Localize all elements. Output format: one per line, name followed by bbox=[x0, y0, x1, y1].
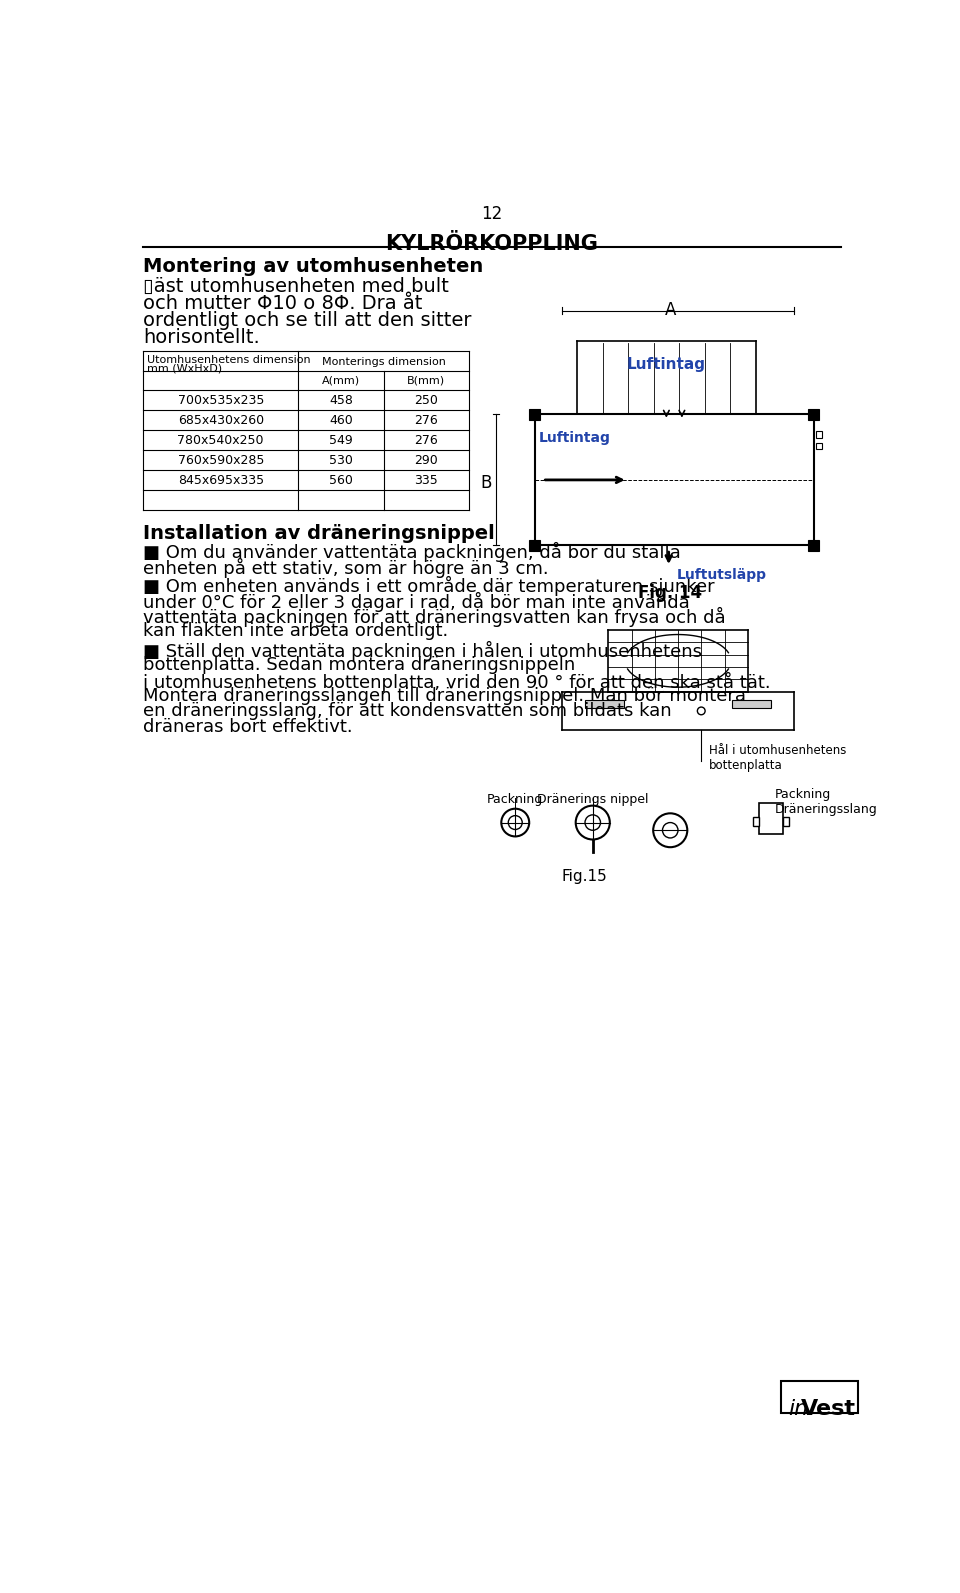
Bar bbox=[816, 443, 822, 449]
Bar bbox=[808, 409, 819, 421]
Text: horisontellt.: horisontellt. bbox=[143, 328, 260, 347]
Text: ■ Om enheten används i ett område där temperaturen sjunker: ■ Om enheten används i ett område där te… bbox=[143, 577, 715, 596]
Text: Dränerings nippel: Dränerings nippel bbox=[537, 793, 649, 806]
Text: Montering av utomhusenheten: Montering av utomhusenheten bbox=[143, 256, 484, 276]
Bar bbox=[732, 701, 771, 707]
Text: 530: 530 bbox=[329, 454, 353, 467]
Bar bbox=[529, 540, 540, 551]
Text: enheten på ett stativ, som är högre än 3 cm.: enheten på ett stativ, som är högre än 3… bbox=[143, 558, 549, 578]
Text: A(mm): A(mm) bbox=[322, 376, 360, 386]
Text: Luftintag: Luftintag bbox=[539, 432, 611, 446]
Text: 458: 458 bbox=[329, 393, 353, 406]
Text: Dräneringsslang: Dräneringsslang bbox=[775, 803, 877, 816]
Text: en dräneringsslang, för att kondensvatten som bildats kan: en dräneringsslang, för att kondensvatte… bbox=[143, 703, 672, 720]
Text: 685x430x260: 685x430x260 bbox=[178, 414, 264, 427]
Text: Installation av dräneringsnippel: Installation av dräneringsnippel bbox=[143, 524, 495, 543]
Text: Packning: Packning bbox=[487, 793, 543, 806]
Text: 780x540x250: 780x540x250 bbox=[178, 433, 264, 446]
Text: 560: 560 bbox=[329, 473, 353, 487]
Text: Packning: Packning bbox=[775, 789, 831, 801]
Text: Hål i utomhusenhetens
bottenplatta: Hål i utomhusenhetens bottenplatta bbox=[709, 744, 847, 773]
Bar bbox=[585, 701, 624, 707]
Text: 276: 276 bbox=[415, 433, 438, 446]
Text: Luftintag: Luftintag bbox=[627, 357, 706, 371]
Text: 290: 290 bbox=[415, 454, 438, 467]
Text: ▯äst utomhusenheten med bult: ▯äst utomhusenheten med bult bbox=[143, 277, 449, 296]
Text: Monterings dimension: Monterings dimension bbox=[322, 357, 445, 366]
Text: Luftutsläpp: Luftutsläpp bbox=[677, 569, 766, 583]
Text: bottenplatta. Sedan montera dräneringsnippeln: bottenplatta. Sedan montera dräneringsni… bbox=[143, 656, 575, 674]
Text: vattentäta packningen för att dräneringsvatten kan frysa och då: vattentäta packningen för att dränerings… bbox=[143, 607, 726, 628]
Text: KYLRÖRKOPPLING: KYLRÖRKOPPLING bbox=[386, 234, 598, 253]
Text: ■ Ställ den vattentäta packningen i hålen i utomhusenhetens: ■ Ställ den vattentäta packningen i håle… bbox=[143, 640, 703, 661]
Bar bbox=[529, 409, 540, 421]
Text: 250: 250 bbox=[414, 393, 438, 406]
Text: mm (WxHxD): mm (WxHxD) bbox=[147, 363, 223, 374]
Text: i utomhusenhetens bottenplatta, vrid den 90 ° för att den ska stå tät.: i utomhusenhetens bottenplatta, vrid den… bbox=[143, 672, 771, 691]
Text: in: in bbox=[788, 1399, 808, 1418]
Text: ■ Om du använder vattentäta packningen, då bör du ställa: ■ Om du använder vattentäta packningen, … bbox=[143, 542, 681, 562]
Text: 549: 549 bbox=[329, 433, 352, 446]
Text: och mutter Φ10 o 8Φ. Dra åt: och mutter Φ10 o 8Φ. Dra åt bbox=[143, 295, 422, 314]
Text: 760x590x285: 760x590x285 bbox=[178, 454, 264, 467]
Bar bbox=[816, 432, 822, 438]
Text: B: B bbox=[481, 473, 492, 492]
Text: Vest: Vest bbox=[801, 1399, 855, 1418]
FancyBboxPatch shape bbox=[781, 1381, 858, 1413]
Text: Fig.15: Fig.15 bbox=[562, 868, 608, 884]
Text: 335: 335 bbox=[415, 473, 438, 487]
Text: dräneras bort effektivt.: dräneras bort effektivt. bbox=[143, 718, 353, 736]
Text: 276: 276 bbox=[415, 414, 438, 427]
Text: 460: 460 bbox=[329, 414, 352, 427]
Bar bbox=[808, 540, 819, 551]
Text: ordentligt och se till att den sitter: ordentligt och se till att den sitter bbox=[143, 311, 471, 330]
Bar bbox=[754, 817, 759, 827]
Bar bbox=[782, 817, 789, 827]
Text: under 0°C för 2 eller 3 dagar i rad, då bör man inte använda: under 0°C för 2 eller 3 dagar i rad, då … bbox=[143, 591, 690, 612]
Bar bbox=[759, 803, 782, 835]
Text: Fig. 14: Fig. 14 bbox=[638, 585, 703, 602]
Text: 700x535x235: 700x535x235 bbox=[178, 393, 264, 406]
Text: 12: 12 bbox=[481, 205, 503, 223]
Text: Utomhusenhetens dimension: Utomhusenhetens dimension bbox=[147, 355, 311, 365]
Text: A: A bbox=[664, 301, 676, 319]
Text: B(mm): B(mm) bbox=[407, 376, 445, 386]
Text: kan fläkten inte arbeta ordentligt.: kan fläkten inte arbeta ordentligt. bbox=[143, 623, 448, 640]
Text: 845x695x335: 845x695x335 bbox=[178, 473, 264, 487]
Text: Montera dräneringsslangen till dräneringsnippel. Man bör montera: Montera dräneringsslangen till dränering… bbox=[143, 687, 746, 706]
